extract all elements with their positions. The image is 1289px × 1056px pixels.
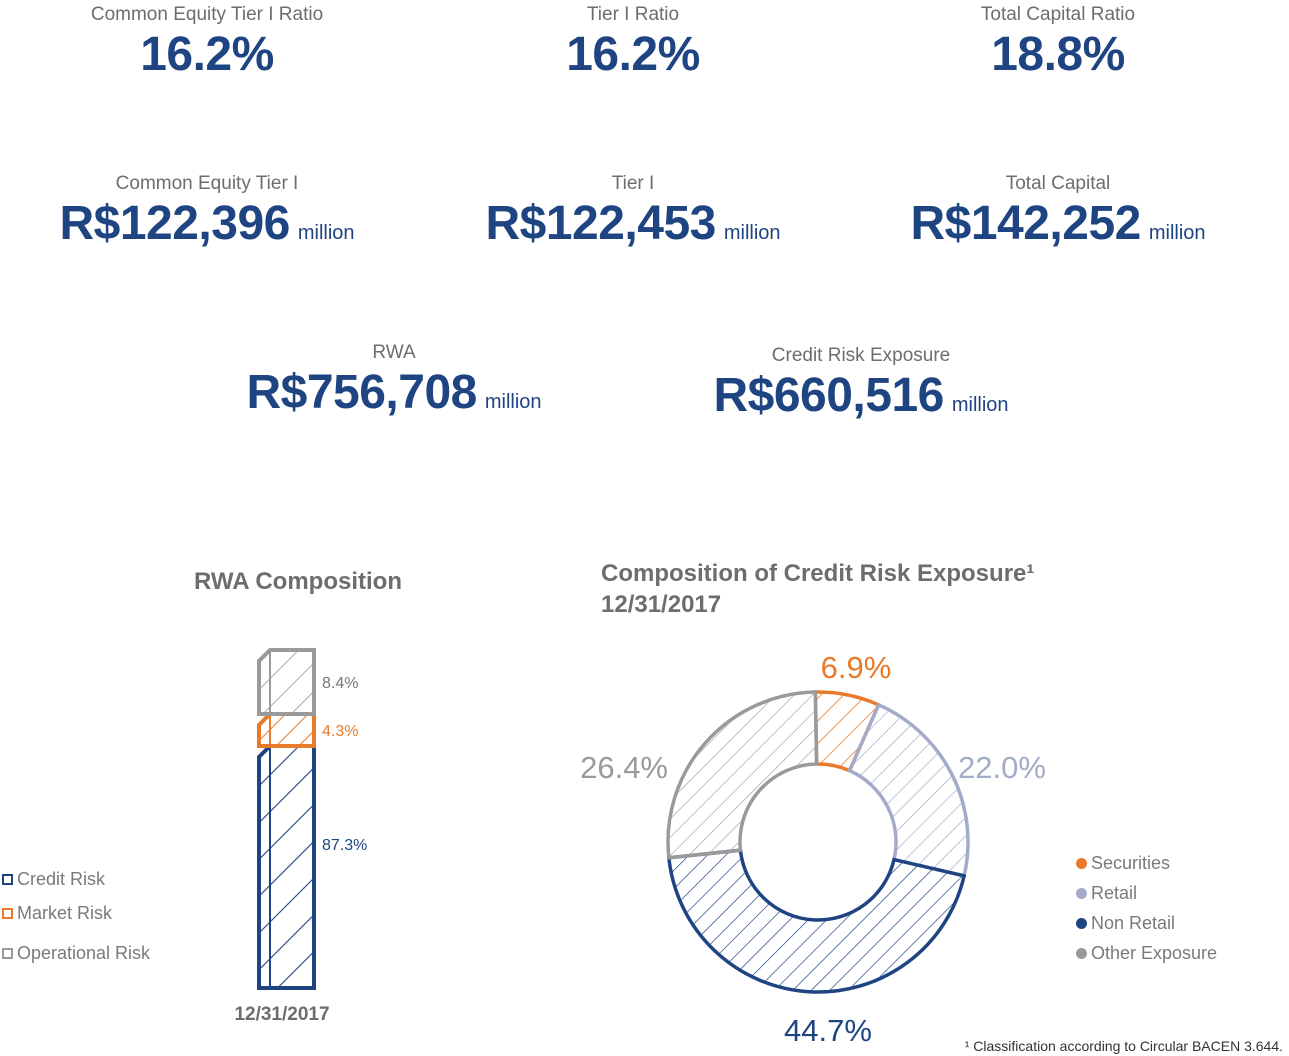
metric-credit-risk-exposure: Credit Risk Exposure R$660,516 million	[713, 345, 1008, 421]
metric-unit: million	[484, 391, 542, 413]
metric-label: Total Capital	[1005, 173, 1111, 194]
metric-total-capital-ratio: Total Capital Ratio 18.8%	[981, 4, 1135, 80]
metric-label: Credit Risk Exposure	[771, 345, 951, 366]
metric-value: 16.2%	[566, 28, 700, 81]
footnote: ¹ Classification according to Circular B…	[964, 1038, 1283, 1054]
metric-label: RWA	[372, 342, 416, 363]
donut-slice-retail	[847, 702, 970, 878]
donut-data-label: 6.9%	[821, 650, 892, 685]
legend-label: Market Risk	[17, 902, 113, 923]
donut-slice-non-retail	[666, 848, 967, 994]
metric-value: R$142,252 million	[910, 197, 1206, 250]
credit-exposure-donut-chart: 6.9% 22.0% 44.7% 26.4%	[580, 650, 1046, 1048]
metric-tier1: Tier I R$122,453 million	[485, 173, 780, 249]
metric-amount: R$122,396	[59, 197, 290, 250]
metric-unit: million	[723, 222, 781, 244]
rwa-composition-chart: 87.3% 4.3% 8.4% 12/31/2017	[234, 648, 367, 1025]
legend-label: Operational Risk	[17, 942, 151, 963]
metric-unit: million	[297, 222, 355, 244]
other-exposure-dot-icon	[1076, 947, 1087, 959]
donut-data-label: 26.4%	[580, 750, 668, 785]
rwa-bar-segment-market-risk	[257, 712, 316, 748]
donut-data-label: 22.0%	[958, 750, 1046, 785]
donut-subtitle: 12/31/2017	[601, 591, 722, 618]
metric-label: Tier I	[611, 173, 655, 194]
donut-slice-other-exposure	[666, 690, 819, 860]
rwa-data-label: 87.3%	[322, 837, 367, 854]
metric-value: R$756,708 million	[246, 366, 542, 419]
legend-item-retail: Retail	[1076, 878, 1217, 908]
metric-label: Tier I Ratio	[586, 4, 680, 25]
metric-amount: R$660,516	[713, 369, 944, 422]
rwa-data-label: 8.4%	[322, 675, 358, 692]
securities-dot-icon	[1076, 857, 1087, 869]
legend-item-credit-risk: Credit Risk	[2, 864, 150, 894]
donut-title: Composition of Credit Risk Exposure¹	[601, 560, 1035, 587]
metric-label: Common Equity Tier I Ratio	[90, 4, 324, 25]
donut-data-label: 44.7%	[784, 1013, 872, 1048]
metric-tier1-ratio: Tier I Ratio 16.2%	[566, 4, 700, 80]
rwa-bar-segment-operational-risk	[257, 648, 316, 716]
legend-item-operational-risk: Operational Risk	[2, 938, 150, 968]
legend-item-other-exposure: Other Exposure	[1076, 938, 1217, 968]
metric-amount: R$122,453	[485, 197, 716, 250]
metric-rwa: RWA R$756,708 million	[246, 342, 541, 418]
metric-unit: million	[1148, 222, 1206, 244]
metric-amount: R$756,708	[246, 366, 477, 419]
rwa-data-label: 4.3%	[322, 723, 358, 740]
metric-label: Total Capital Ratio	[980, 4, 1136, 25]
legend-item-market-risk: Market Risk	[2, 898, 150, 928]
donut-legend: Securities Retail Non Retail Other Expos…	[1076, 848, 1217, 968]
retail-dot-icon	[1076, 887, 1087, 899]
rwa-category-label: 12/31/2017	[234, 1004, 329, 1025]
metric-value: 18.8%	[991, 28, 1125, 81]
metric-value: R$122,396 million	[59, 197, 355, 250]
metric-total-capital: Total Capital R$142,252 million	[910, 173, 1205, 249]
metric-value: R$122,453 million	[485, 197, 781, 250]
legend-item-non-retail: Non Retail	[1076, 908, 1217, 938]
credit-risk-swatch-icon	[2, 873, 13, 885]
metric-cet1-ratio: Common Equity Tier I Ratio 16.2%	[91, 4, 323, 80]
operational-risk-swatch-icon	[2, 947, 13, 959]
legend-label: Non Retail	[1091, 912, 1176, 933]
metric-label: Common Equity Tier I	[115, 173, 299, 194]
legend-label: Securities	[1091, 852, 1171, 873]
metric-amount: R$142,252	[910, 197, 1141, 250]
metric-value: R$660,516 million	[713, 369, 1009, 422]
metric-value: 16.2%	[140, 28, 274, 81]
legend-label: Retail	[1091, 882, 1138, 903]
metric-cet1: Common Equity Tier I R$122,396 million	[59, 173, 354, 249]
legend-label: Credit Risk	[17, 868, 106, 889]
legend-label: Other Exposure	[1091, 942, 1218, 963]
rwa-bar-segment-credit-risk	[257, 744, 316, 990]
non-retail-dot-icon	[1076, 917, 1087, 929]
rwa-chart-title: RWA Composition	[194, 568, 402, 595]
metric-unit: million	[951, 394, 1009, 416]
rwa-legend: Credit Risk Market Risk Operational Risk	[2, 864, 150, 968]
market-risk-swatch-icon	[2, 907, 13, 919]
legend-item-securities: Securities	[1076, 848, 1217, 878]
credit-exposure-chart-title: Composition of Credit Risk Exposure¹ 12/…	[601, 558, 1034, 620]
